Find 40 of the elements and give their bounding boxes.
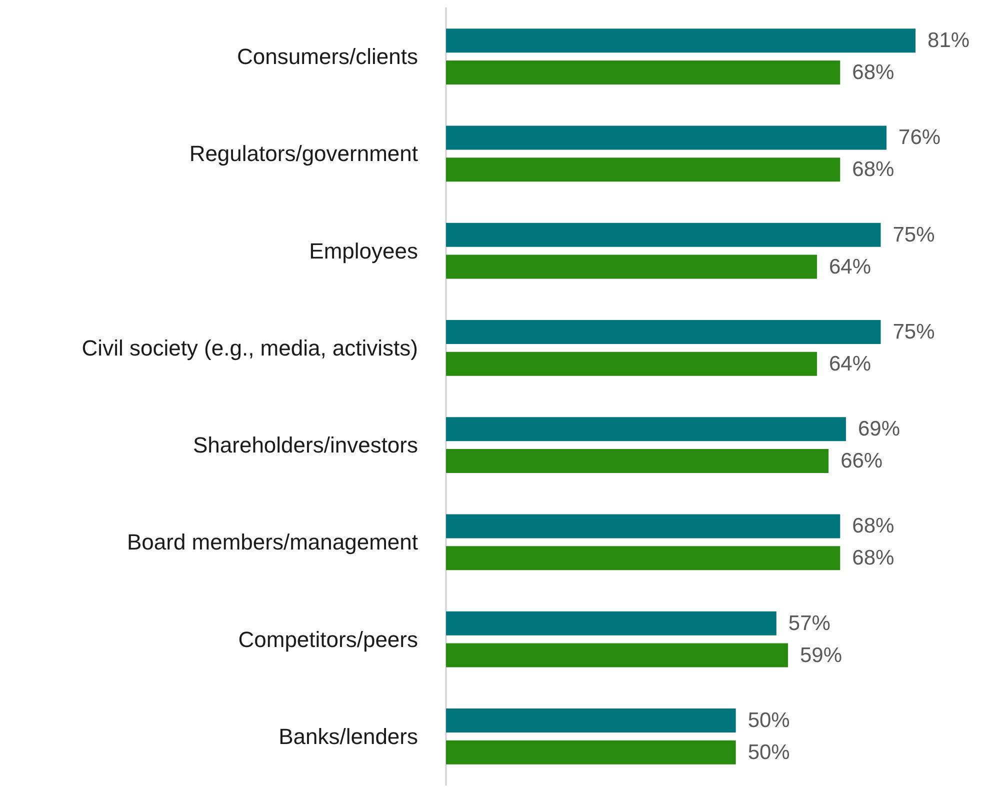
bar (446, 611, 776, 636)
bar (446, 222, 881, 247)
data-label: 57% (788, 612, 830, 635)
y-tick-label: Board members/management (126, 530, 418, 555)
data-label: 68% (852, 61, 894, 84)
bar (446, 643, 788, 668)
bar (446, 254, 817, 279)
bar (446, 352, 817, 376)
data-label: 64% (828, 352, 872, 376)
data-label: 81% (928, 29, 970, 52)
bar (446, 740, 736, 764)
bar (446, 158, 840, 182)
bar (446, 546, 840, 570)
data-label: 50% (748, 740, 790, 764)
y-tick-label: Civil society (e.g., media, activists) (82, 335, 418, 360)
bar (446, 28, 916, 53)
data-label: 64% (828, 255, 872, 278)
bar (446, 417, 846, 442)
data-label: 68% (852, 158, 894, 182)
y-tick-label: Consumers/clients (237, 44, 418, 70)
bar (446, 449, 829, 474)
bar (446, 60, 840, 85)
data-label: 66% (840, 450, 883, 473)
bar (446, 708, 736, 732)
y-tick-label: Banks/lenders (278, 724, 418, 749)
data-label: 75% (892, 320, 935, 344)
data-label: 76% (898, 126, 941, 150)
data-label: 68% (852, 546, 894, 570)
data-label: 69% (858, 418, 900, 441)
bar (446, 514, 840, 538)
y-tick-label: Employees (309, 238, 418, 264)
bar (446, 320, 881, 344)
bar (446, 126, 887, 150)
y-tick-label: Shareholders/investors (192, 432, 418, 458)
data-label: 75% (892, 223, 935, 246)
data-label: 68% (852, 514, 894, 538)
y-tick-label: Regulators/government (189, 141, 418, 166)
y-tick-label: Competitors/peers (238, 626, 418, 652)
data-label: 50% (748, 708, 790, 732)
data-label: 59% (800, 644, 842, 667)
